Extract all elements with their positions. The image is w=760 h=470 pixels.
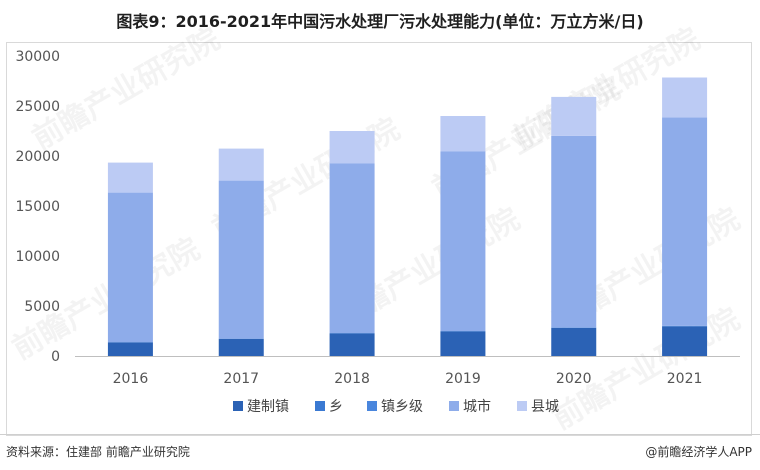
x-tick-label: 2020 bbox=[556, 371, 592, 387]
bar-segment bbox=[218, 180, 264, 339]
y-tick-label: 25000 bbox=[15, 99, 60, 115]
y-tick-label: 30000 bbox=[15, 49, 60, 65]
watermark-text: 前瞻产业研究院 bbox=[27, 22, 226, 157]
legend-swatch bbox=[233, 401, 243, 411]
y-tick-label: 5000 bbox=[24, 299, 60, 315]
bar-segment bbox=[218, 148, 264, 181]
x-tick-label: 2019 bbox=[445, 371, 481, 387]
bar-segment bbox=[551, 135, 597, 328]
chart-frame bbox=[6, 42, 752, 436]
legend-swatch bbox=[517, 401, 527, 411]
legend-swatch bbox=[449, 401, 459, 411]
bar-segment bbox=[662, 77, 708, 118]
bar-segment bbox=[107, 192, 153, 343]
brand-credit: @前瞻经济学人APP bbox=[645, 445, 752, 459]
y-tick-label: 0 bbox=[51, 349, 60, 365]
bar-segment bbox=[107, 162, 153, 193]
y-tick-label: 20000 bbox=[15, 149, 60, 165]
bar-segment bbox=[551, 328, 597, 356]
legend-swatch bbox=[315, 401, 325, 411]
y-tick-label: 15000 bbox=[15, 199, 60, 215]
y-tick-label: 10000 bbox=[15, 249, 60, 265]
x-tick-label: 2017 bbox=[223, 371, 259, 387]
legend-label: 城市 bbox=[463, 398, 491, 415]
bar-segment bbox=[551, 96, 597, 136]
bar-segment bbox=[218, 339, 264, 356]
bar-segment bbox=[107, 342, 153, 356]
bar-segment bbox=[329, 131, 375, 164]
bar-segment bbox=[440, 331, 486, 356]
bar-segment bbox=[440, 116, 486, 152]
x-tick-label: 2018 bbox=[334, 371, 370, 387]
bar-segment bbox=[440, 151, 486, 331]
legend-label: 乡 bbox=[329, 399, 343, 415]
legend-swatch bbox=[367, 401, 377, 411]
bar-segment bbox=[662, 117, 708, 326]
legend-label: 镇乡级 bbox=[381, 399, 423, 415]
chart-title: 图表9：2016-2021年中国污水处理厂污水处理能力(单位：万立方米/日) bbox=[116, 12, 644, 31]
x-tick-label: 2021 bbox=[667, 371, 703, 387]
x-tick-label: 2016 bbox=[113, 371, 149, 387]
footer-divider bbox=[0, 434, 760, 435]
bar-segment bbox=[329, 333, 375, 356]
legend-label: 建制镇 bbox=[247, 399, 289, 415]
source-note: 资料来源：住建部 前瞻产业研究院 bbox=[6, 445, 190, 459]
bar-segment bbox=[329, 163, 375, 333]
legend-label: 县城 bbox=[531, 399, 559, 415]
bar-segment bbox=[662, 326, 708, 356]
